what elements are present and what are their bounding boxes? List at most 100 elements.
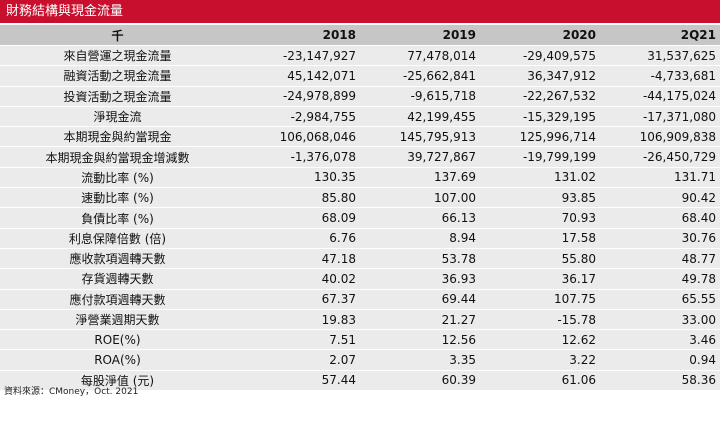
header-row: 千 2018 2019 2020 2Q21	[0, 25, 720, 46]
table-row: ROA(%) 2.07 3.35 3.22 0.94	[0, 349, 720, 371]
row-label: 本期現金與約當現金增減數	[0, 146, 235, 168]
table-cell: 42,199,455	[360, 106, 480, 128]
row-label: 來自營運之現金流量	[0, 45, 235, 67]
table-cell: 45,142,071	[235, 65, 360, 87]
row-label: 速動比率 (%)	[0, 187, 235, 209]
table-cell: 68.09	[235, 207, 360, 229]
table-cell: 145,795,913	[360, 126, 480, 148]
title-bar: 財務結構與現金流量	[0, 0, 720, 23]
row-label: ROE(%)	[0, 329, 235, 351]
table-cell: 3.22	[480, 349, 600, 371]
table-cell: 33.00	[600, 309, 720, 331]
table-cell: 57.44	[235, 370, 360, 392]
table-row: 利息保障倍數 (倍) 6.76 8.94 17.58 30.76	[0, 228, 720, 249]
table-cell: 61.06	[480, 370, 600, 392]
table-cell: 7.51	[235, 329, 360, 351]
table-cell: 131.71	[600, 167, 720, 189]
table-cell: -23,147,927	[235, 45, 360, 67]
table-cell: 40.02	[235, 268, 360, 290]
row-label: 應付款項週轉天數	[0, 289, 235, 310]
table-cell: 19.83	[235, 309, 360, 331]
table-cell: 130.35	[235, 167, 360, 189]
table-row: 淨營業週期天數 19.83 21.27 -15.78 33.00	[0, 309, 720, 331]
table-cell: 66.13	[360, 207, 480, 229]
table-cell: -9,615,718	[360, 86, 480, 107]
table-cell: -17,371,080	[600, 106, 720, 128]
row-label: 存貨週轉天數	[0, 268, 235, 290]
table-cell: 3.35	[360, 349, 480, 371]
table-cell: 36.93	[360, 268, 480, 290]
table-cell: 69.44	[360, 289, 480, 310]
table-cell: 68.40	[600, 207, 720, 229]
table-cell: 107.00	[360, 187, 480, 209]
table-row: 速動比率 (%) 85.80 107.00 93.85 90.42	[0, 187, 720, 209]
table-cell: 53.78	[360, 248, 480, 270]
table-cell: -25,662,841	[360, 65, 480, 87]
table-cell: 6.76	[235, 228, 360, 249]
table-cell: 55.80	[480, 248, 600, 270]
table-cell: 60.39	[360, 370, 480, 392]
table-cell: 0.94	[600, 349, 720, 371]
table-row: 應付款項週轉天數 67.37 69.44 107.75 65.55	[0, 289, 720, 310]
row-label: ROA(%)	[0, 349, 235, 371]
table-cell: 12.56	[360, 329, 480, 351]
table-row: 存貨週轉天數 40.02 36.93 36.17 49.78	[0, 268, 720, 290]
source-note: 資料來源：CMoney，Oct. 2021	[4, 387, 139, 397]
table-cell: -19,799,199	[480, 146, 600, 168]
unit-header: 千	[0, 25, 235, 46]
table-cell: 106,909,838	[600, 126, 720, 148]
table-cell: 2.07	[235, 349, 360, 371]
table-cell: 137.69	[360, 167, 480, 189]
table-cell: 49.78	[600, 268, 720, 290]
row-label: 應收款項週轉天數	[0, 248, 235, 270]
table-cell: 85.80	[235, 187, 360, 209]
table-cell: 47.18	[235, 248, 360, 270]
table-cell: 48.77	[600, 248, 720, 270]
row-label: 淨營業週期天數	[0, 309, 235, 331]
table-cell: 3.46	[600, 329, 720, 351]
table-cell: 93.85	[480, 187, 600, 209]
table-row: 負債比率 (%) 68.09 66.13 70.93 68.40	[0, 207, 720, 229]
table-cell: 67.37	[235, 289, 360, 310]
year-header: 2018	[235, 25, 360, 46]
table-cell: 77,478,014	[360, 45, 480, 67]
year-header: 2019	[360, 25, 480, 46]
table-row: 本期現金與約當現金增減數 -1,376,078 39,727,867 -19,799,…	[0, 146, 720, 168]
table-row: 本期現金與約當現金 106,068,046 145,795,913 125,996,7…	[0, 126, 720, 148]
table-row: 來自營運之現金流量 -23,147,927 77,478,014 -29,409,57…	[0, 45, 720, 67]
table-cell: -44,175,024	[600, 86, 720, 107]
table-cell: 39,727,867	[360, 146, 480, 168]
row-label: 利息保障倍數 (倍)	[0, 228, 235, 249]
table-cell: -24,978,899	[235, 86, 360, 107]
table-cell: 58.36	[600, 370, 720, 392]
row-label: 每股淨值 (元)	[0, 370, 235, 392]
table-cell: -22,267,532	[480, 86, 600, 107]
table-cell: 31,537,625	[600, 45, 720, 67]
table-row: ROE(%) 7.51 12.56 12.62 3.46	[0, 329, 720, 351]
row-label: 本期現金與約當現金	[0, 126, 235, 148]
table-cell: -4,733,681	[600, 65, 720, 87]
row-label: 流動比率 (%)	[0, 167, 235, 189]
row-label: 負債比率 (%)	[0, 207, 235, 229]
table-cell: 30.76	[600, 228, 720, 249]
row-label: 淨現金流	[0, 106, 235, 128]
table-cell: -26,450,729	[600, 146, 720, 168]
table-cell: 107.75	[480, 289, 600, 310]
table-row: 流動比率 (%) 130.35 137.69 131.02 131.71	[0, 167, 720, 189]
table-row: 應收款項週轉天數 47.18 53.78 55.80 48.77	[0, 248, 720, 270]
table-cell: 70.93	[480, 207, 600, 229]
table-cell: -2,984,755	[235, 106, 360, 128]
table-cell: 131.02	[480, 167, 600, 189]
table-cell: -29,409,575	[480, 45, 600, 67]
year-header: 2Q21	[600, 25, 720, 46]
row-label: 融資活動之現金流量	[0, 65, 235, 87]
table-cell: 21.27	[360, 309, 480, 331]
year-header: 2020	[480, 25, 600, 46]
table-cell: -1,376,078	[235, 146, 360, 168]
table-cell: 36.17	[480, 268, 600, 290]
table-cell: 8.94	[360, 228, 480, 249]
table-row: 淨現金流 -2,984,755 42,199,455 -15,329,195 -17,3…	[0, 106, 720, 128]
financial-table: 千 2018 2019 2020 2Q21 來自營運之現金流量 -23,147,9…	[0, 25, 720, 392]
table-cell: 17.58	[480, 228, 600, 249]
table-cell: 65.55	[600, 289, 720, 310]
